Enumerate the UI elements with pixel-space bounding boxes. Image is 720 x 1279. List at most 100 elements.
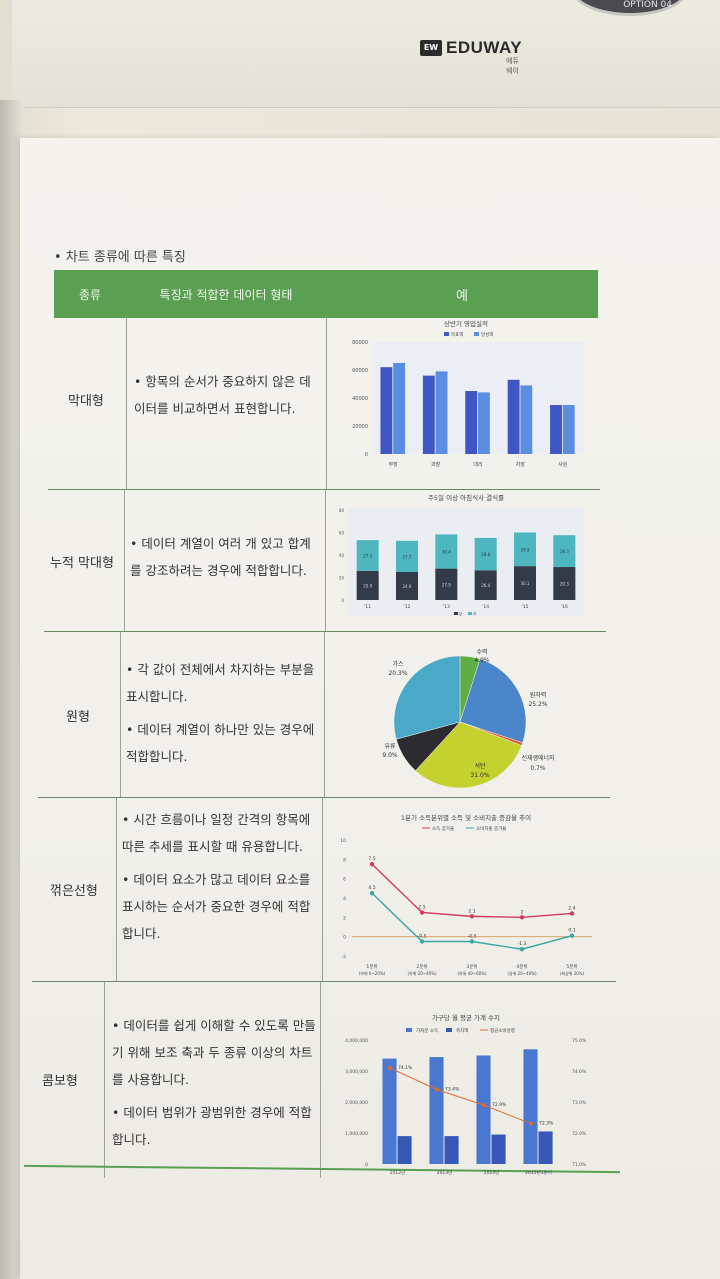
legend-label: 여 — [473, 611, 476, 616]
row-divider — [44, 631, 606, 632]
data-label: 2.5 — [418, 905, 425, 911]
x-tick-label: 사원 — [558, 461, 568, 468]
pie-slice — [415, 721, 522, 789]
data-label: 74.1% — [398, 1065, 413, 1071]
bar — [435, 371, 448, 454]
row-features-combo: • 데이터를 쉽게 이해할 수 있도록 만들기 위해 보조 축과 두 종류 이상… — [112, 1012, 316, 1159]
y-tick-label: 6 — [343, 877, 346, 883]
legend-label: 평균소비성향 — [490, 1027, 515, 1034]
data-point — [419, 910, 425, 915]
y-tick-label: 60 — [339, 531, 345, 536]
y-tick-label: 0 — [365, 1162, 368, 1168]
row-type-line: 꺾은선형 — [50, 884, 98, 899]
legend-swatch — [454, 612, 458, 615]
x-tick-label: '15 — [522, 604, 529, 610]
bar — [476, 1055, 491, 1164]
x-tick-sublabel: (상위 20~40%) — [507, 970, 537, 976]
slice-value: 0.7% — [530, 765, 546, 772]
y-tick-label: 80 — [339, 508, 345, 513]
pie-slice — [459, 658, 527, 744]
data-label: 4.5 — [368, 885, 375, 891]
line-chart: 1분기 소득분위별 소득 및 소비지출 증감율 추이 소득 증가율 소비지출 증가율… — [330, 806, 602, 982]
data-point — [529, 1121, 533, 1126]
bar-segment — [356, 570, 379, 600]
column-divider — [104, 982, 105, 1178]
bar — [422, 375, 435, 454]
x-tick-label: '11 — [364, 604, 371, 610]
bar — [523, 1049, 538, 1164]
data-label: 27.7 — [403, 554, 412, 559]
y-tick-label: 40 — [339, 553, 345, 558]
data-label: 25.9 — [363, 583, 372, 588]
y-tick-label: 0 — [343, 935, 346, 941]
x-tick-label: '16 — [561, 604, 568, 610]
column-divider — [325, 490, 326, 632]
legend-label: 가처분 소득 — [416, 1027, 438, 1034]
y2-tick-label: 72.0% — [572, 1131, 587, 1137]
bar-segment — [474, 570, 497, 600]
feature-text: • 데이터 계열이 하나만 있는 경우에 적합합니다. — [126, 722, 315, 764]
slice-label: 신재생에너지 — [521, 754, 554, 762]
data-label: -0.5 — [418, 934, 427, 940]
data-label: 24.9 — [403, 584, 412, 589]
x-tick-sublabel: (하위 20~40%) — [407, 970, 437, 976]
bar — [507, 379, 520, 454]
brand-subtitle: 에듀웨이 — [506, 57, 519, 75]
chart-title: 상반기 영업실적 — [444, 319, 488, 328]
slice-label: 수력 — [476, 648, 487, 656]
bar-segment — [356, 540, 379, 571]
x-tick-label: 과장 — [431, 461, 441, 468]
feature-text: • 데이터 범위가 광범위한 경우에 적합합니다. — [112, 1105, 312, 1147]
x-tick-sublabel: (하위 0~20%) — [359, 970, 386, 976]
section-title: • 차트 종류에 따른 특징 — [54, 250, 186, 265]
data-label: 30.4 — [442, 550, 451, 555]
y-tick-label: -2 — [342, 954, 347, 960]
bar-segment — [513, 532, 537, 567]
row-type-bar: 막대형 — [68, 394, 104, 409]
data-label: 72.3% — [539, 1121, 554, 1127]
bar — [562, 405, 575, 454]
slice-label: 석탄 — [474, 762, 486, 770]
x-tick-label: 3분위 — [466, 963, 477, 970]
bar — [520, 385, 533, 454]
x-tick-label: 2분위 — [416, 963, 427, 970]
data-point — [419, 939, 425, 944]
data-point — [388, 1066, 392, 1070]
legend-swatch — [468, 612, 472, 615]
book-page — [20, 138, 720, 1279]
x-tick-label: 5분위 — [566, 963, 577, 970]
row-type-stacked-bar: 누적 막대형 — [50, 556, 114, 571]
data-label: 27.9 — [442, 582, 451, 587]
legend-label: 소비지출 증가율 — [476, 825, 506, 832]
y-tick-label: 60000 — [352, 368, 368, 374]
feature-text: • 시간 흐름이나 일정 간격의 항목에 따른 추세를 표시할 때 유용합니다. — [122, 812, 311, 854]
data-label: 73.4% — [445, 1087, 460, 1093]
y-tick-label: 80000 — [352, 340, 368, 346]
slice-value: 9.0% — [382, 752, 398, 759]
x-tick-label: 대리 — [473, 461, 482, 468]
data-label: 0.1 — [568, 928, 575, 934]
legend-label: 목표액 — [451, 331, 463, 338]
column-header-features: 특징과 적합한 데이터 형태 — [159, 287, 293, 302]
data-point — [369, 861, 375, 867]
data-label: 28.8 — [481, 552, 490, 557]
bar — [550, 405, 562, 454]
stacked-bar-chart: 주5일 이상 아침식사 결식률 0 20 40 60 80 25.9 27.3 '11 24.9 2… — [334, 490, 596, 630]
chart-title: 주5일 이상 아침식사 결식률 — [428, 493, 504, 502]
legend-label: 남 — [459, 611, 463, 616]
data-point — [369, 890, 375, 896]
column-divider — [126, 318, 127, 490]
slice-value: 31.0% — [470, 772, 489, 779]
bar-segment — [474, 537, 497, 571]
combo-chart: 가구당 월 평균 가계 수지 가처분 소득 흑자액 평균소비성향 0 1,000,000 2… — [328, 1008, 604, 1180]
y2-tick-label: 75.0% — [572, 1038, 587, 1044]
x-tick-label: 차장 — [516, 461, 526, 468]
bar — [382, 1058, 397, 1164]
feature-text: • 데이터 요소가 많고 데이터 요소를 표시하는 순서가 중요한 경우에 적합… — [122, 872, 311, 941]
slice-label: 원자력 — [530, 691, 547, 699]
y-tick-label: 20 — [339, 576, 345, 581]
legend-label: 소득 증가율 — [432, 825, 454, 832]
bar-segment — [435, 568, 458, 600]
bar — [397, 1136, 412, 1164]
row-divider — [38, 797, 610, 798]
